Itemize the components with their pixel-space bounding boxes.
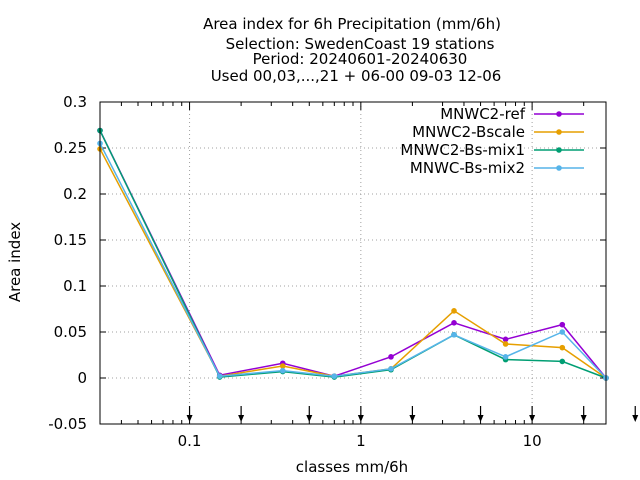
legend-swatch-marker — [556, 129, 562, 135]
arrow-head — [529, 415, 536, 422]
legend-label: MNWC2-Bscale — [412, 123, 525, 141]
arrow-head — [357, 415, 364, 422]
title-line-1: Area index for 6h Precipitation (mm/6h) — [203, 15, 501, 33]
legend-label: MNWC2-ref — [440, 105, 525, 123]
axis-ticks — [100, 101, 606, 425]
data-point — [451, 320, 457, 326]
y-tick-label: 0.2 — [63, 185, 87, 203]
data-point — [559, 329, 566, 335]
series-3 — [97, 140, 609, 381]
legend-entry-3: MNWC-Bs-mix2 — [410, 159, 584, 177]
data-point — [388, 354, 394, 360]
data-point — [559, 344, 566, 351]
legend: MNWC2-refMNWC2-BscaleMNWC2-Bs-mix1MNWC-B… — [400, 105, 584, 177]
x-tick-label: 10 — [523, 432, 542, 450]
arrow-head — [632, 415, 639, 422]
y-tick-label: 0 — [77, 369, 87, 387]
arrow-head — [409, 415, 416, 422]
y-axis-label: Area index — [6, 222, 24, 302]
class-boundary-arrow — [186, 406, 193, 422]
plot-frame — [99, 101, 607, 425]
series-line — [99, 130, 607, 379]
legend-label: MNWC2-Bs-mix1 — [400, 141, 525, 159]
legend-swatch-marker — [556, 165, 562, 171]
class-boundary-arrows — [186, 406, 639, 422]
x-tick-label: 0.1 — [178, 432, 202, 450]
y-tick-label: 0.3 — [63, 93, 87, 111]
x-tick-labels: 0.1 1 10 — [178, 432, 542, 450]
title-line-4: Used 00,03,...,21 + 06-00 09-03 12-06 — [211, 67, 502, 85]
y-tick-label: 0.1 — [63, 277, 87, 295]
data-point — [559, 321, 566, 328]
class-boundary-arrow — [238, 406, 245, 422]
legend-swatch-marker — [556, 111, 562, 117]
y-tick-label: 0.25 — [54, 139, 87, 157]
series-line — [99, 148, 607, 379]
class-boundary-arrow — [409, 406, 416, 422]
class-boundary-arrow — [580, 406, 587, 422]
data-point — [331, 373, 338, 379]
class-boundary-arrow — [632, 406, 639, 422]
legend-label: MNWC-Bs-mix2 — [410, 159, 525, 177]
class-boundary-arrow — [529, 406, 536, 422]
class-boundary-arrow — [477, 406, 484, 422]
data-point — [502, 336, 509, 343]
data-point — [216, 373, 223, 379]
x-axis-label: classes mm/6h — [296, 458, 408, 476]
legend-entry-1: MNWC2-Bscale — [412, 123, 584, 141]
class-boundary-arrow — [357, 406, 364, 422]
arrow-head — [238, 415, 245, 422]
data-point — [502, 341, 509, 347]
data-point — [502, 354, 509, 360]
data-point — [279, 367, 286, 374]
data-point — [559, 358, 566, 365]
arrow-head — [477, 415, 484, 422]
title-line-2: Selection: SwedenCoast 19 stations — [226, 35, 495, 53]
class-boundary-arrow — [306, 406, 313, 422]
grid-lines — [100, 102, 606, 424]
y-tick-label: -0.05 — [48, 415, 87, 433]
legend-entry-2: MNWC2-Bs-mix1 — [400, 141, 584, 159]
arrow-head — [186, 415, 193, 422]
chart-title: Area index for 6h Precipitation (mm/6h) … — [203, 15, 501, 85]
series-line — [99, 130, 607, 379]
data-point — [451, 331, 457, 338]
data-series — [97, 127, 609, 381]
arrow-head — [580, 415, 587, 422]
arrow-head — [306, 415, 313, 422]
data-point — [279, 363, 286, 369]
data-point — [451, 308, 457, 314]
legend-swatch-marker — [556, 147, 562, 153]
y-tick-label: 0.05 — [54, 323, 87, 341]
y-tick-label: 0.15 — [54, 231, 87, 249]
y-tick-labels: -0.05 0 0.05 0.1 0.15 0.2 0.25 0.3 — [48, 93, 87, 433]
data-point — [388, 366, 394, 372]
title-line-3: Period: 20240601-20240630 — [253, 50, 468, 68]
legend-entry-0: MNWC2-ref — [440, 105, 584, 123]
x-tick-label: 1 — [356, 432, 366, 450]
series-line — [99, 143, 607, 379]
